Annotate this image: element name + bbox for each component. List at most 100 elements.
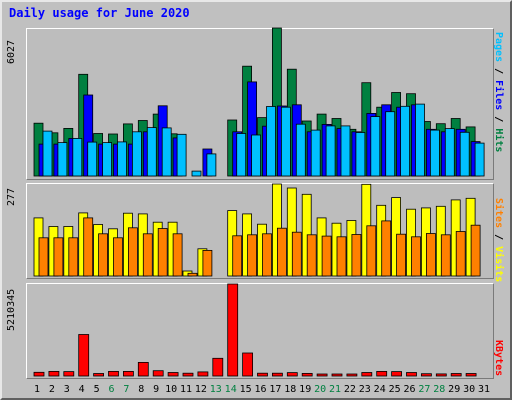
x-tick-label-day-1: 1 — [34, 384, 40, 395]
bar-sites-day-15 — [247, 234, 258, 277]
bar-sites-day-16 — [262, 233, 272, 277]
bar-pages-day-4 — [87, 141, 98, 177]
bar-pages-day-14 — [236, 133, 247, 177]
bar-kbytes-day-22 — [346, 373, 358, 377]
x-tick-label-day-16: 16 — [254, 384, 266, 395]
x-tick-label-day-7: 7 — [123, 384, 129, 395]
bar-sites-day-26 — [411, 236, 421, 277]
bar-sites-day-19 — [306, 234, 317, 277]
bar-pages-day-12 — [206, 153, 217, 177]
x-tick-label-day-31: 31 — [478, 384, 490, 395]
bar-sites-day-1 — [38, 237, 49, 277]
bar-pages-day-21 — [340, 125, 351, 177]
bar-sites-day-29 — [455, 231, 466, 277]
bar-kbytes-day-14 — [227, 283, 239, 377]
bar-sites-day-28 — [440, 234, 451, 277]
bar-pages-day-20 — [325, 125, 336, 177]
bar-pages-day-15 — [251, 134, 262, 177]
bar-kbytes-day-5 — [93, 373, 104, 377]
bar-sites-day-14 — [232, 235, 243, 277]
x-tick-label-day-3: 3 — [64, 384, 70, 395]
x-tick-label-day-20: 20 — [314, 384, 326, 395]
bar-pages-day-5 — [102, 142, 112, 177]
bar-kbytes-day-7 — [123, 370, 134, 377]
kbytes-panel — [26, 283, 494, 379]
bar-sites-day-6 — [113, 237, 123, 277]
bar-pages-day-25 — [400, 105, 411, 177]
x-tick-label-day-29: 29 — [448, 384, 460, 395]
bar-sites-day-17 — [276, 227, 287, 277]
bar-kbytes-day-26 — [406, 372, 417, 377]
chart-title: Daily usage for June 2020 — [9, 6, 190, 20]
x-tick-label-day-23: 23 — [359, 384, 371, 395]
bar-sites-day-10 — [172, 233, 183, 277]
bar-kbytes-day-11 — [182, 372, 194, 377]
bar-pages-day-11 — [191, 170, 202, 177]
bar-kbytes-day-12 — [197, 371, 209, 377]
bar-pages-day-7 — [131, 131, 142, 177]
bar-pages-day-2 — [57, 142, 68, 177]
bar-sites-day-4 — [83, 217, 94, 277]
bar-sites-day-21 — [336, 236, 347, 277]
bar-kbytes-day-16 — [257, 372, 268, 377]
x-tick-label-day-9: 9 — [153, 384, 159, 395]
bar-kbytes-day-1 — [33, 371, 45, 377]
bar-pages-day-23 — [370, 116, 381, 177]
bar-kbytes-day-30 — [465, 373, 477, 377]
x-tick-label-day-6: 6 — [108, 384, 114, 395]
bar-kbytes-day-3 — [63, 371, 75, 377]
bar-pages-day-22 — [355, 132, 366, 177]
bar-pages-day-16 — [266, 106, 276, 177]
x-tick-label-day-5: 5 — [94, 384, 100, 395]
bar-kbytes-day-13 — [212, 357, 224, 377]
bar-pages-day-19 — [310, 129, 321, 177]
bar-kbytes-day-4 — [78, 334, 90, 377]
x-tick-label-day-26: 26 — [403, 384, 415, 395]
x-tick-label-day-11: 11 — [180, 384, 192, 395]
bar-pages-day-17 — [280, 106, 291, 177]
x-tick-label-day-24: 24 — [374, 384, 386, 395]
bar-hits-day-17 — [271, 27, 282, 177]
bar-sites-day-12 — [202, 249, 213, 277]
bar-pages-day-1 — [42, 130, 53, 177]
bar-kbytes-day-25 — [391, 371, 403, 377]
bar-sites-day-22 — [351, 234, 362, 277]
bar-sites-day-25 — [396, 233, 407, 277]
bar-kbytes-day-17 — [271, 372, 283, 377]
x-tick-label-day-21: 21 — [329, 384, 341, 395]
bar-kbytes-day-27 — [420, 373, 432, 377]
bar-sites-day-30 — [470, 224, 481, 277]
bar-pages-day-6 — [117, 141, 127, 177]
bar-sites-day-7 — [128, 227, 138, 277]
x-tick-label-day-8: 8 — [138, 384, 144, 395]
bar-sites-day-9 — [157, 228, 168, 277]
x-tick-label-day-13: 13 — [210, 384, 222, 395]
bar-kbytes-day-8 — [137, 361, 149, 377]
bar-sites-day-27 — [425, 233, 436, 277]
x-tick-label-day-27: 27 — [418, 384, 430, 395]
bar-pages-day-26 — [415, 103, 425, 177]
x-tick-label-day-25: 25 — [389, 384, 401, 395]
bar-sites-day-8 — [142, 233, 153, 277]
bar-pages-day-3 — [72, 137, 83, 177]
bar-pages-day-28 — [444, 128, 455, 177]
bar-kbytes-day-23 — [361, 372, 373, 377]
bar-kbytes-day-6 — [108, 370, 119, 377]
bar-pages-day-27 — [429, 129, 440, 177]
x-tick-label-day-30: 30 — [463, 384, 475, 395]
x-tick-label-day-15: 15 — [240, 384, 252, 395]
bar-kbytes-day-28 — [435, 373, 447, 377]
bar-sites-day-5 — [98, 233, 108, 277]
bar-kbytes-day-19 — [301, 372, 313, 377]
bar-kbytes-day-15 — [242, 352, 254, 377]
bar-pages-day-10 — [176, 133, 187, 177]
bar-pages-day-18 — [295, 123, 306, 177]
bar-pages-day-8 — [146, 127, 157, 177]
x-tick-label-day-19: 19 — [299, 384, 311, 395]
bar-kbytes-day-21 — [331, 373, 343, 377]
x-tick-label-day-10: 10 — [165, 384, 177, 395]
bar-sites-day-11 — [187, 272, 198, 277]
bar-pages-day-24 — [385, 111, 396, 177]
x-tick-label-day-28: 28 — [433, 384, 445, 395]
bar-kbytes-day-20 — [316, 373, 328, 377]
